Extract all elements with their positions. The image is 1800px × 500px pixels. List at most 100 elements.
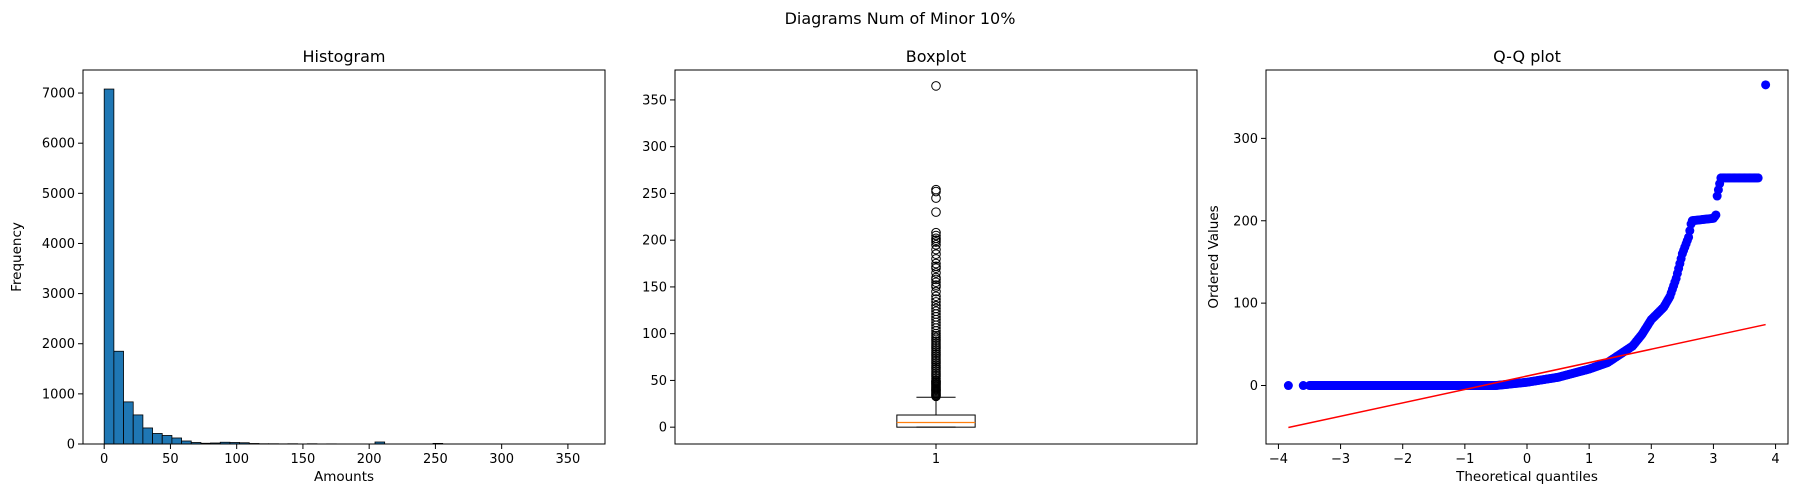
qq-plot-x-tick-label: 3: [1709, 452, 1717, 467]
histogram-y-tick-label: 6000: [42, 137, 75, 152]
boxplot-panel: Boxplot 1 0 50 100 150 200 250 300 350: [642, 47, 1198, 467]
boxplot-y-tick-label: 300: [642, 140, 667, 155]
boxplot-y-tick-label: 50: [650, 374, 667, 389]
boxplot-title: Boxplot: [906, 47, 966, 66]
histogram-bar: [132, 414, 144, 445]
qq-plot-x-tick-label: −3: [1331, 452, 1350, 467]
qq-point: [1283, 381, 1293, 391]
histogram-y-tick-label: 2000: [42, 337, 75, 352]
histogram-y-tick-label: 1000: [42, 387, 75, 402]
boxplot-flier: [931, 240, 941, 250]
histogram-panel: Histogram 0 50 100 150 200 250 300 350 0 1000 200…: [9, 47, 606, 485]
histogram-x-tick-label: 350: [555, 452, 580, 467]
boxplot-y-ticks: 0 50 100 150 200 250 300 350: [642, 93, 675, 436]
boxplot-flier: [931, 277, 941, 288]
qq-plot-points: [1283, 80, 1771, 391]
histogram-x-tick-label: 100: [224, 452, 249, 467]
histogram-x-tick-label: 50: [162, 452, 179, 467]
boxplot-y-tick-label: 350: [642, 93, 667, 108]
qq-plot-x-tick-label: 4: [1771, 452, 1779, 467]
histogram-x-tick-label: 0: [100, 452, 108, 467]
qq-plot-x-tick-label: −2: [1393, 452, 1412, 467]
qq-plot-x-label: Theoretical quantiles: [1455, 469, 1598, 485]
boxplot-flier: [931, 294, 941, 304]
qq-fit-line: [1288, 323, 1766, 429]
boxplot-y-tick-label: 250: [642, 187, 667, 202]
histogram-x-tick-label: 300: [489, 452, 514, 467]
qq-plot-y-ticks: 0 100 200 300: [1233, 132, 1266, 394]
boxplot-x-tick-label: 1: [932, 452, 940, 467]
qq-plot-x-tick-label: −1: [1455, 452, 1474, 467]
boxplot-flier: [931, 244, 941, 255]
histogram-y-tick-label: 5000: [42, 187, 75, 202]
qq-plot-axes-frame: [1265, 69, 1789, 445]
histogram-bar: [142, 427, 153, 445]
boxplot-flier: [931, 249, 941, 259]
boxplot-flier: [931, 300, 941, 311]
histogram-bar: [152, 433, 163, 445]
qq-plot-y-tick-label: 100: [1233, 297, 1258, 312]
histogram-x-tick-label: 250: [423, 452, 448, 467]
histogram-y-tick-label: 7000: [42, 87, 75, 102]
boxplot-y-tick-label: 150: [642, 280, 667, 295]
histogram-axes-frame: [82, 69, 606, 445]
boxplot-flier: [931, 280, 941, 290]
boxplot-flier: [931, 207, 941, 217]
boxplot-x-ticks: 1: [932, 444, 940, 467]
boxplot-axes-frame: [674, 69, 1198, 445]
qq-point: [1711, 210, 1721, 220]
histogram-x-label: Amounts: [314, 469, 374, 485]
boxplot-flier: [931, 286, 941, 297]
boxplot-flier: [931, 306, 941, 317]
histogram-y-label: Frequency: [9, 222, 25, 292]
boxplot-y-tick-label: 0: [659, 421, 667, 436]
qq-plot-fit-line-group: [1288, 323, 1766, 429]
histogram-bar: [103, 88, 115, 445]
qq-plot-y-tick-label: 300: [1233, 132, 1258, 147]
boxplot-y-tick-label: 100: [642, 327, 667, 342]
boxplot-flier: [931, 184, 941, 195]
boxplot-flier: [931, 268, 941, 278]
boxplot-flier: [931, 258, 941, 269]
qq-plot-y-tick-label: 0: [1250, 379, 1258, 394]
histogram-x-tick-label: 150: [291, 452, 316, 467]
boxplot-flier: [931, 81, 941, 91]
histogram-title: Histogram: [303, 47, 386, 66]
histogram-bars: [103, 88, 589, 445]
qq-plot-title: Q-Q plot: [1493, 47, 1561, 66]
figure-suptitle: Diagrams Num of Minor 10%: [785, 9, 1016, 28]
boxplot-fliers: [931, 81, 941, 402]
qq-point: [1753, 173, 1763, 183]
boxplot-flier: [931, 297, 941, 307]
histogram-bar: [113, 350, 124, 445]
histogram-bar: [123, 401, 134, 445]
boxplot-flier: [931, 272, 941, 283]
boxplot-flier: [931, 261, 941, 272]
qq-point: [1761, 80, 1771, 90]
qq-plot-y-label: Ordered Values: [1206, 205, 1222, 308]
boxplot-flier: [931, 230, 941, 241]
qq-plot-panel: Q-Q plot −4 −3 −2 −1 0 1 2 3 4 0 100 200 300 Theore…: [1206, 47, 1789, 485]
histogram-x-tick-label: 200: [357, 452, 382, 467]
qq-plot-x-tick-label: 1: [1585, 452, 1593, 467]
boxplot-y-tick-label: 200: [642, 234, 667, 249]
qq-plot-x-ticks: −4 −3 −2 −1 0 1 2 3 4: [1269, 444, 1780, 467]
qq-plot-x-tick-label: 2: [1647, 452, 1655, 467]
histogram-y-tick-label: 0: [67, 438, 75, 453]
histogram-y-tick-label: 4000: [42, 237, 75, 252]
boxplot-flier: [931, 233, 941, 244]
boxplot-flier: [931, 303, 941, 314]
boxplot-flier: [931, 254, 941, 264]
qq-plot-x-tick-label: 0: [1523, 452, 1531, 467]
qq-point: [1298, 381, 1308, 391]
histogram-bar: [171, 437, 182, 445]
boxplot-flier: [931, 227, 941, 238]
qq-plot-x-tick-label: −4: [1269, 452, 1288, 467]
histogram-bar: [161, 435, 173, 445]
histogram-y-tick-label: 3000: [42, 287, 75, 302]
histogram-y-ticks: 0 1000 2000 3000 4000 5000 6000 7000: [42, 87, 83, 453]
qq-plot-y-tick-label: 200: [1233, 214, 1258, 229]
histogram-x-ticks: 0 50 100 150 200 250 300 350: [100, 444, 580, 467]
